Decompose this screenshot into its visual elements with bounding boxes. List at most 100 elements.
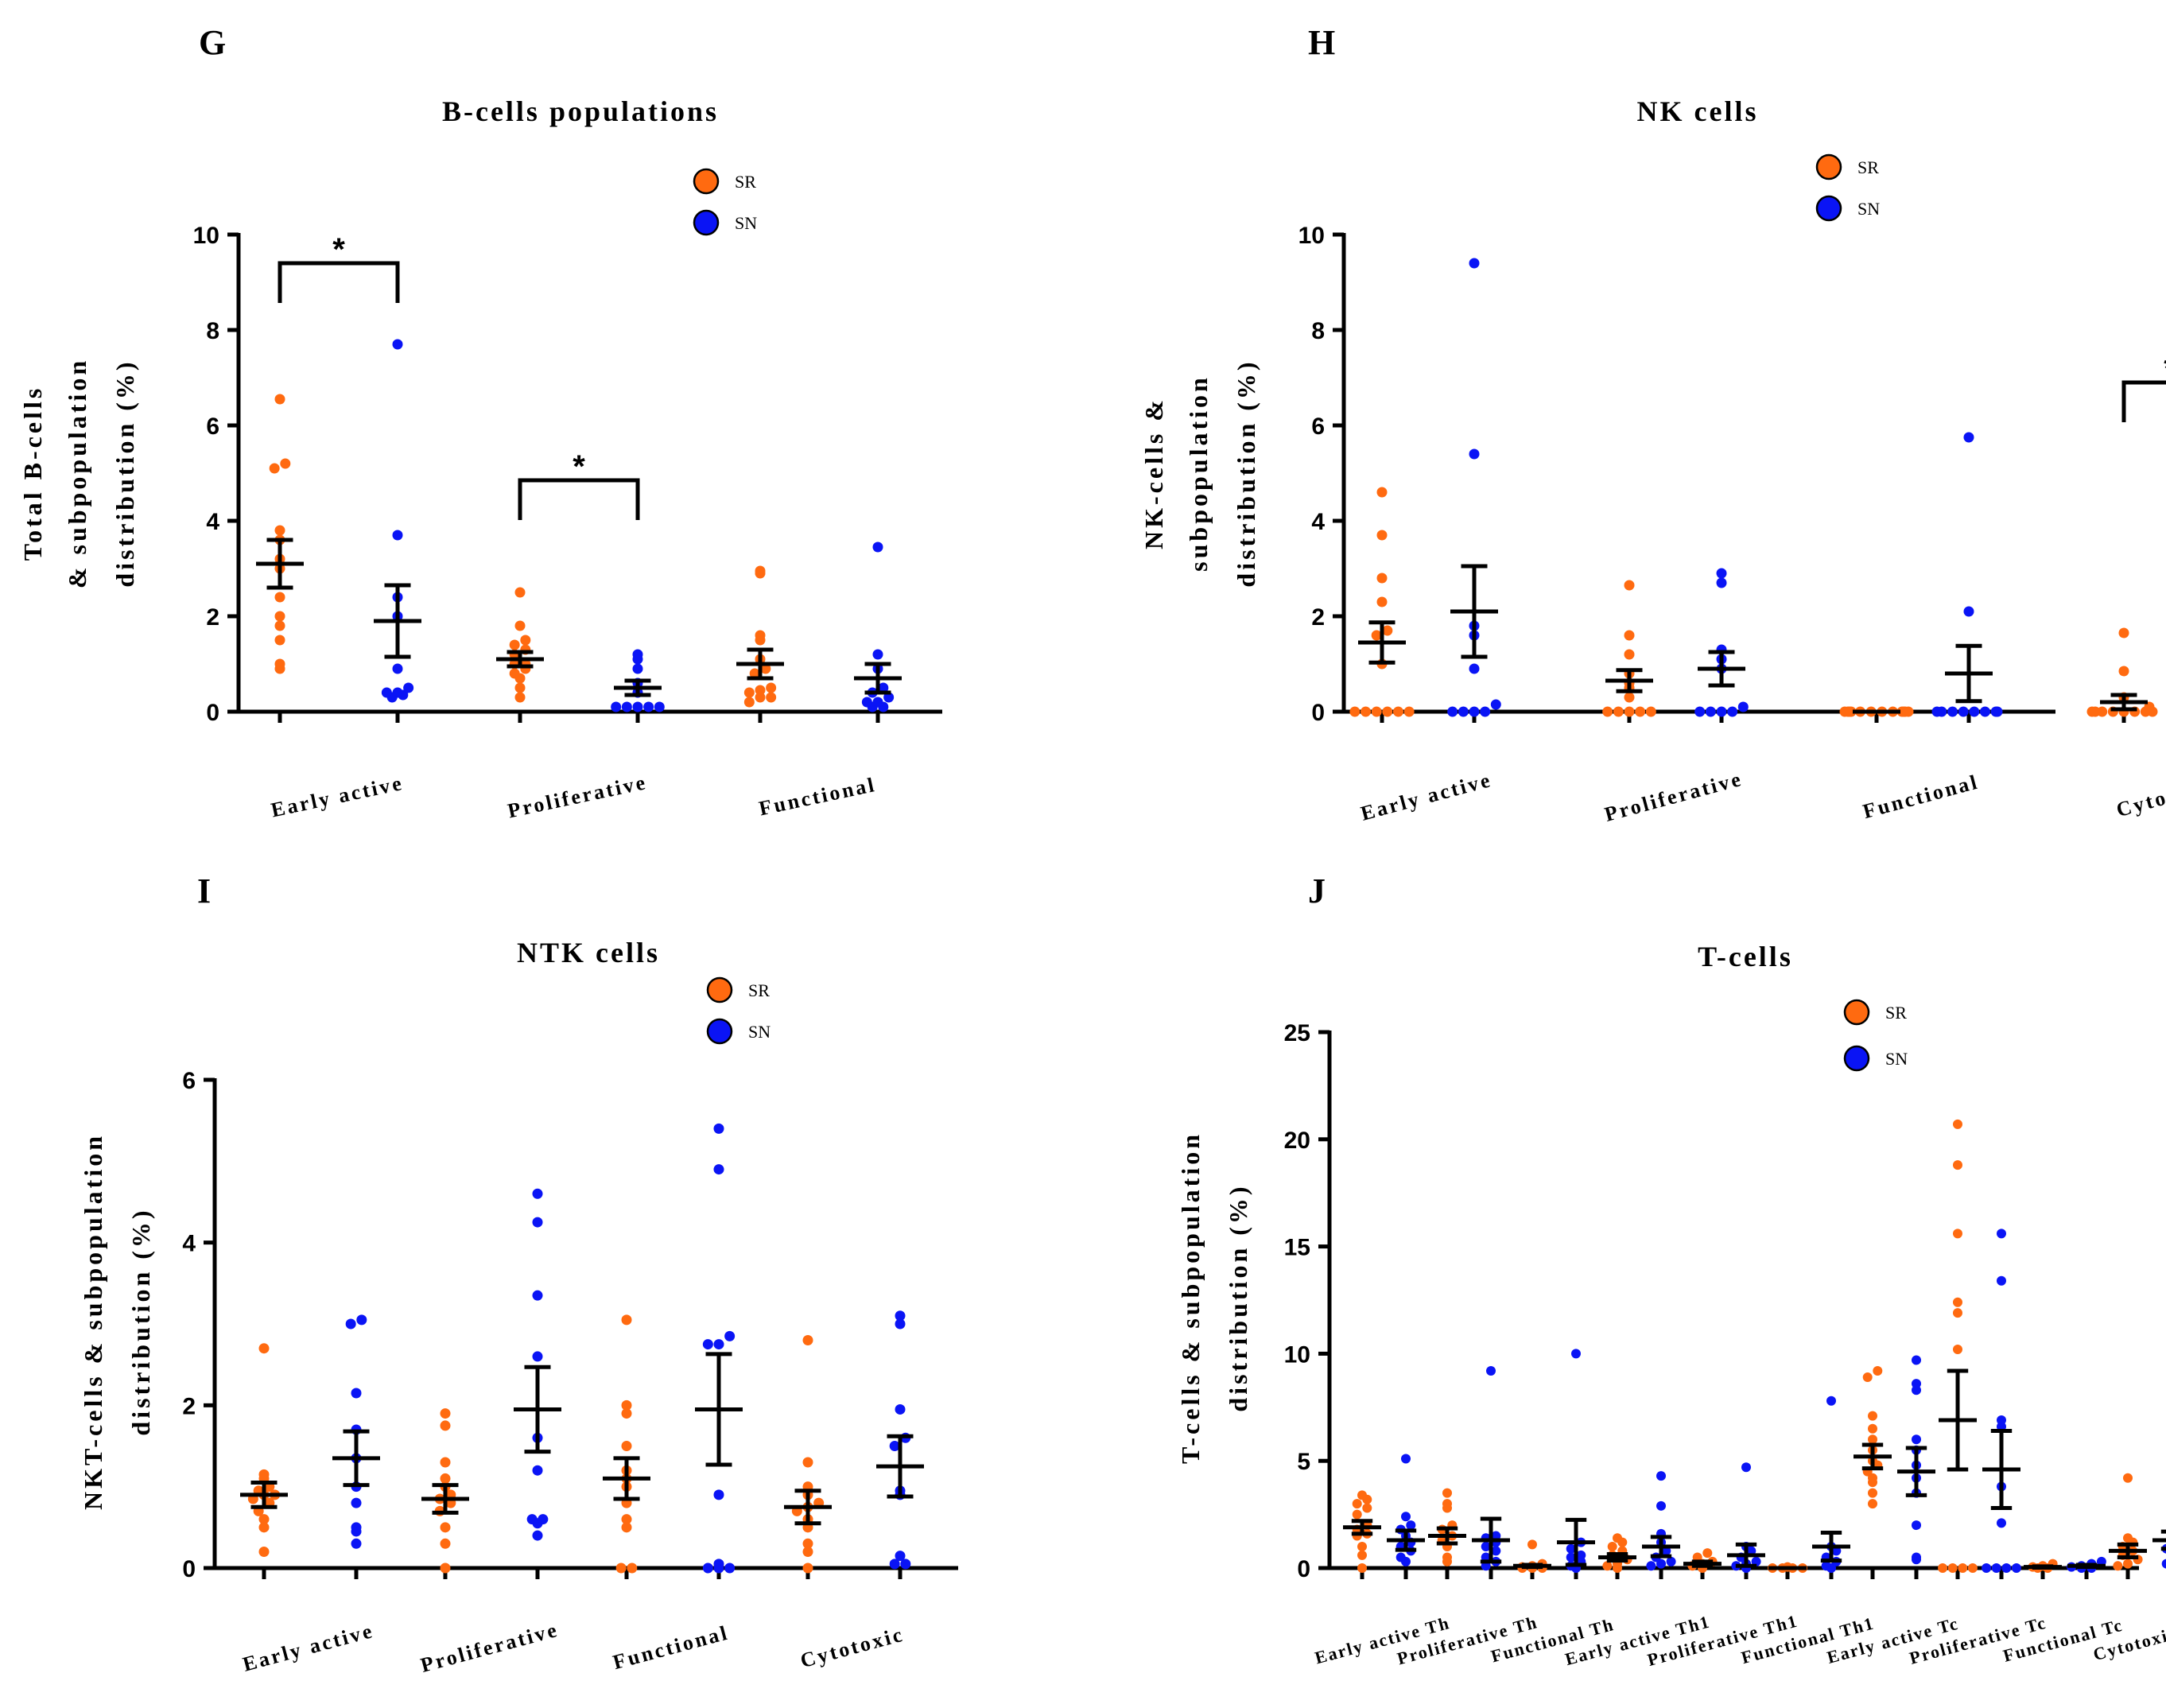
data-point-sn [1997, 1229, 2006, 1239]
data-point-sr [760, 663, 771, 674]
data-point-sr [1442, 1499, 1452, 1509]
data-point-sr [1392, 706, 1403, 717]
data-point-sr [1376, 596, 1388, 608]
data-point-sr [274, 394, 285, 405]
data-point-sr [1624, 580, 1635, 591]
data-point-sn [351, 1538, 362, 1549]
data-point-sn [1656, 1500, 1666, 1511]
data-point-sr [2118, 627, 2129, 639]
data-point-sn [1737, 701, 1749, 712]
y-tick-label: 0 [206, 700, 219, 726]
data-point-sr [802, 1562, 813, 1574]
y-tick-label: 25 [1284, 1020, 1310, 1046]
data-point-sn [889, 1441, 900, 1451]
data-point-sr [280, 458, 291, 469]
data-point-sr [1967, 1563, 1978, 1573]
data-point-sr [520, 635, 531, 646]
data-point-sr [1953, 1297, 1962, 1307]
plot-area: 0 2 4 6 Early active Proliferative Functional C… [182, 976, 958, 1677]
data-point-sr [2123, 1473, 2133, 1483]
y-axis-label-line: & subpopulation [63, 358, 91, 588]
data-point-sr [1958, 1563, 1968, 1573]
y-tick-label: 5 [1297, 1449, 1310, 1475]
y-axis-label: T-cells & subpopulation distribution (%) [1176, 1132, 1252, 1464]
data-point-sr [1953, 1345, 1962, 1355]
legend-marker-sr [1815, 153, 1842, 181]
data-point-sn [1666, 1556, 1676, 1566]
data-point-sr [1953, 1119, 1962, 1129]
data-point-sn [621, 701, 632, 712]
y-axis-label: NK-cells & subpopulation distribution (%) [1139, 359, 1260, 587]
y-tick-label: 10 [1284, 1341, 1310, 1368]
data-point-sr [1635, 706, 1646, 717]
data-point-sr [2123, 1533, 2133, 1543]
panel-label: J [1308, 871, 1326, 910]
y-axis-label-line: NK-cells & [1139, 397, 1168, 549]
y-tick-label: 6 [1311, 413, 1325, 440]
panel-g-b-cells: G B-cells populations Total B-cells & sub… [18, 23, 942, 822]
data-point-sr [1645, 706, 1656, 717]
data-point-sr [440, 1408, 451, 1419]
data-point-sn [532, 1290, 543, 1301]
x-category-label: Early active [1358, 768, 1494, 825]
data-point-sr [509, 668, 520, 679]
data-point-sn [1469, 448, 1480, 460]
x-category-label: Proliferative [506, 771, 650, 822]
data-point-sr [1371, 706, 1382, 717]
data-point-sr [755, 692, 766, 703]
data-point-sn [1458, 706, 1469, 717]
y-axis-label-line: distribution (%) [1232, 359, 1260, 587]
data-point-sr [2113, 1561, 2123, 1571]
data-point-sr [743, 687, 755, 698]
data-point-sn [1912, 1355, 1921, 1365]
data-point-sr [802, 1547, 813, 1558]
data-point-sn [1997, 1415, 2006, 1425]
legend-marker-sn [693, 209, 720, 236]
data-point-sn [1979, 706, 1990, 717]
data-point-sr [440, 1538, 451, 1549]
data-point-sr [1953, 1308, 1962, 1318]
significance-star: * [2164, 351, 2166, 386]
data-point-sn [1912, 1379, 1921, 1389]
data-point-sr [1868, 1423, 1877, 1434]
data-point-sr [743, 697, 755, 708]
data-point-sr [514, 587, 526, 598]
data-point-sn [1912, 1520, 1921, 1531]
data-point-sr [258, 1514, 270, 1525]
data-point-sn [1826, 1396, 1836, 1406]
data-point-sr [1624, 630, 1635, 641]
data-point-sr [1702, 1548, 1713, 1559]
data-point-sn [702, 1339, 713, 1350]
data-point-sr [621, 1408, 632, 1419]
data-point-sn [1571, 1349, 1581, 1359]
data-point-sn [1656, 1559, 1666, 1569]
data-point-sr [1442, 1488, 1452, 1498]
data-point-sr [1352, 1509, 1362, 1520]
data-point-sr [1844, 706, 1855, 717]
data-point-sn [872, 649, 883, 660]
data-point-sr [1947, 1563, 1958, 1573]
data-point-sn [1646, 1561, 1656, 1571]
data-point-sn [1963, 432, 1974, 443]
y-tick-label: 2 [1311, 604, 1325, 631]
data-point-sr [440, 1522, 451, 1533]
y-tick-label: 0 [182, 1556, 196, 1582]
data-point-sn [632, 649, 643, 660]
data-point-sn [1447, 706, 1458, 717]
data-point-sr [1376, 573, 1388, 584]
data-point-sr [258, 1547, 270, 1558]
data-point-sn [1992, 706, 2003, 717]
y-tick-label: 20 [1284, 1128, 1310, 1154]
x-category-label: Cytotoxic [2114, 771, 2166, 821]
data-point-sn [1481, 1542, 1491, 1552]
data-point-sr [621, 1441, 632, 1451]
data-point-sn [1982, 1563, 1992, 1573]
legend-marker-sn [1815, 195, 1842, 222]
data-point-sn [713, 1559, 724, 1570]
data-point-sr [1953, 1160, 1962, 1170]
data-point-sr [755, 630, 766, 641]
data-point-sn [392, 339, 403, 350]
data-point-sn [724, 1562, 736, 1574]
data-point-sn [713, 1123, 724, 1134]
